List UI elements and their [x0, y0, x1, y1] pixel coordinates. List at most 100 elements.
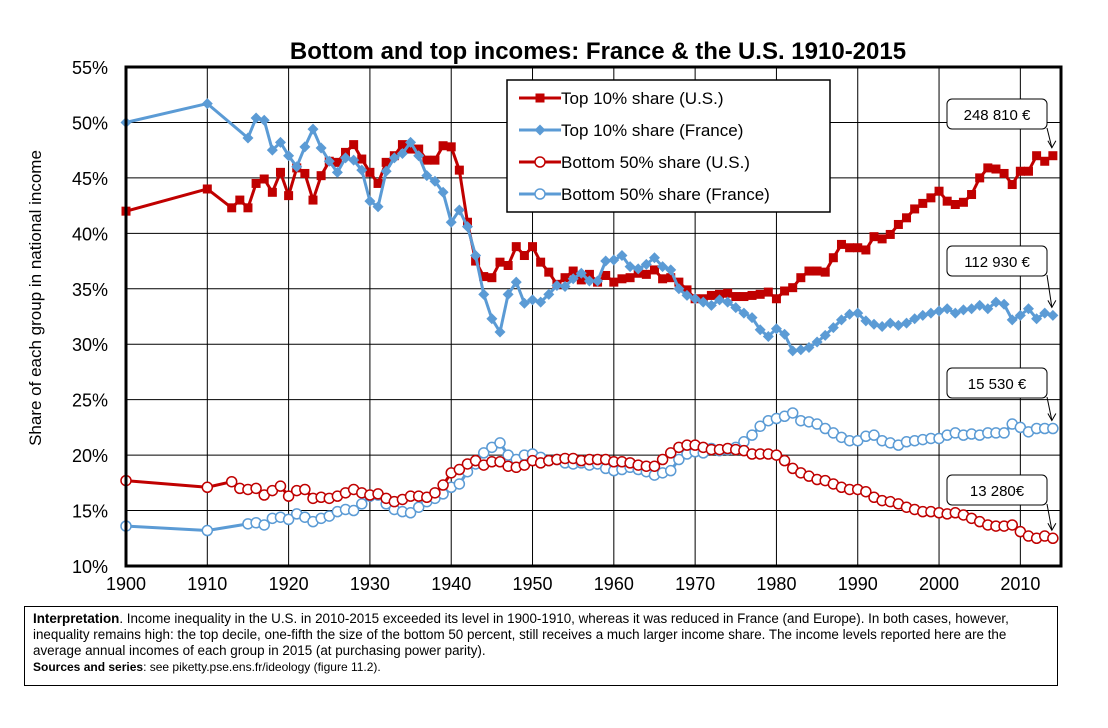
data-point	[1032, 151, 1042, 161]
data-point	[227, 203, 237, 213]
data-point	[259, 174, 269, 184]
data-point	[414, 144, 424, 154]
data-point	[926, 193, 936, 203]
interpretation-label: Interpretation	[33, 611, 120, 626]
data-point	[502, 288, 514, 300]
data-point	[673, 283, 685, 295]
data-point	[958, 197, 968, 207]
data-point	[1047, 309, 1059, 321]
data-point	[544, 267, 554, 277]
data-point	[893, 219, 903, 229]
data-point	[966, 303, 978, 315]
data-point	[820, 267, 830, 277]
data-point	[332, 157, 342, 167]
value-callout-box	[946, 245, 1048, 277]
data-point	[242, 132, 254, 144]
data-point	[275, 167, 285, 177]
data-point	[649, 265, 659, 275]
data-point	[202, 184, 212, 194]
y-tick-label: 25%	[72, 391, 108, 411]
data-point	[998, 427, 1010, 439]
data-point	[454, 165, 464, 175]
data-point	[470, 250, 482, 262]
data-point	[201, 524, 214, 537]
data-point	[625, 273, 635, 283]
data-point	[609, 277, 619, 287]
data-point	[341, 147, 351, 157]
legend-swatch-marker	[534, 188, 546, 200]
x-tick-label: 1990	[838, 574, 878, 594]
value-callout-label: 112 930 €	[964, 254, 1030, 271]
data-point	[877, 234, 887, 244]
x-tick-label: 1950	[512, 574, 552, 594]
data-point	[845, 243, 855, 253]
data-point	[974, 299, 986, 311]
x-tick-label: 1910	[187, 574, 227, 594]
x-tick-label: 1930	[350, 574, 390, 594]
data-point	[225, 475, 238, 488]
data-point	[600, 255, 612, 267]
data-point	[918, 198, 928, 208]
data-point	[575, 267, 587, 279]
data-point	[689, 293, 701, 305]
data-point	[340, 152, 352, 164]
data-point	[715, 289, 725, 299]
data-point	[437, 186, 449, 198]
legend-label: Top 10% share (U.S.)	[561, 89, 724, 108]
data-point	[406, 144, 416, 154]
data-point	[885, 229, 895, 239]
chart-title: Bottom and top incomes: France & the U.S…	[290, 38, 906, 65]
data-point	[201, 481, 214, 494]
data-point	[1048, 151, 1058, 161]
x-tick-label: 1960	[594, 574, 634, 594]
value-callout-box	[946, 474, 1048, 506]
data-point	[373, 178, 383, 188]
legend-box	[506, 79, 831, 213]
data-point	[835, 314, 847, 326]
data-point	[860, 315, 872, 327]
data-point	[982, 303, 994, 315]
legend-swatch-marker	[534, 124, 546, 136]
data-point	[861, 245, 871, 255]
data-point	[291, 161, 303, 173]
legend-label: Top 10% share (France)	[561, 121, 743, 140]
data-point	[347, 504, 360, 517]
data-point	[300, 168, 310, 178]
data-point	[803, 342, 815, 354]
data-point	[950, 200, 960, 210]
data-point	[975, 173, 985, 183]
data-point	[429, 175, 441, 187]
value-callout-arrow	[1046, 503, 1053, 531]
data-point	[267, 187, 277, 197]
data-point	[477, 447, 490, 459]
legend: Top 10% share (U.S.) Top 10% share (Franc…	[506, 79, 831, 213]
data-point	[991, 164, 1001, 174]
data-point	[648, 252, 660, 264]
value-callout-arrowhead	[1047, 140, 1057, 149]
data-point	[266, 144, 278, 156]
data-point	[299, 141, 311, 153]
data-point	[356, 498, 368, 510]
y-tick-label: 55%	[72, 58, 108, 78]
data-point	[495, 257, 505, 267]
data-point	[674, 277, 684, 287]
y-tick-label: 15%	[72, 502, 108, 522]
data-point	[902, 213, 912, 223]
value-callout-box	[946, 98, 1048, 130]
data-point	[422, 155, 432, 165]
data-point	[811, 336, 823, 348]
data-point	[868, 429, 880, 441]
data-point	[934, 186, 944, 196]
data-point	[429, 487, 441, 499]
data-point	[282, 513, 295, 526]
y-tick-label: 35%	[72, 280, 108, 300]
data-point	[1007, 180, 1017, 190]
data-point	[860, 485, 872, 498]
data-point	[478, 288, 490, 300]
data-point	[656, 453, 669, 466]
value-callout-arrow	[1046, 396, 1053, 421]
legend-label: Bottom 50% share (U.S.)	[561, 153, 750, 172]
data-point	[754, 420, 766, 433]
data-point	[682, 285, 692, 295]
data-point	[892, 319, 904, 331]
